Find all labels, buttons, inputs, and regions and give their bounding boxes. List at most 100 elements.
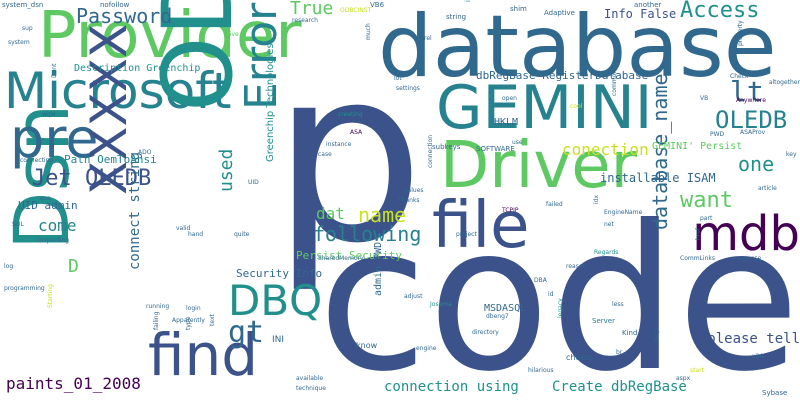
word-uid-admin: UID admin — [18, 199, 78, 212]
word-id: id — [548, 291, 554, 298]
word-know: know — [356, 341, 378, 350]
word-help: help — [653, 329, 660, 342]
word-hilarious: hilarious — [528, 367, 554, 374]
word-tcpip: TCPIP — [502, 207, 519, 214]
word-less: less — [612, 301, 624, 308]
word-login: login — [186, 305, 201, 312]
word-commlinks: CommLinks — [680, 255, 715, 262]
word-x2a: x2A — [752, 353, 764, 360]
word-type: type — [185, 316, 192, 330]
word-msdasql: MSDASQL — [484, 303, 527, 314]
word-lt: lt — [730, 75, 764, 108]
word-another: another — [634, 1, 662, 9]
word-string: string — [446, 13, 467, 21]
word-used: used — [216, 148, 237, 192]
word-values: values — [404, 187, 424, 194]
word-cheers: cheers — [566, 353, 593, 362]
word-find: find — [148, 321, 259, 389]
word-check: Check — [730, 73, 749, 80]
word-dbq: DBQ — [228, 276, 323, 325]
word-apparently: Apparently — [172, 317, 205, 324]
word-nofollow: nofollow — [100, 1, 130, 9]
word-dat: dat — [316, 204, 345, 223]
word-vb6: VB6 — [370, 1, 385, 9]
word-text: text — [209, 314, 216, 326]
word-come: come — [38, 216, 77, 235]
word-name: name — [358, 203, 407, 227]
word-d: D — [68, 256, 79, 277]
word-dbeng7: dbeng7 — [486, 313, 509, 320]
word-database: database — [378, 0, 777, 97]
word-odbcinst: ODBCINST — [340, 7, 372, 14]
word-mdb: mdb — [692, 206, 800, 262]
word-microsoft: Microsoft — [4, 62, 232, 120]
word-quite: quite — [234, 231, 250, 238]
word-hklm: HKLM — [494, 117, 519, 128]
word-reason: reason — [566, 263, 587, 270]
word-failing: failing — [153, 311, 160, 330]
word-paints-01-2008: paints_01_2008 — [6, 374, 141, 393]
word-asa: ASA — [350, 129, 363, 136]
word-inspecting: inspecting — [38, 237, 70, 244]
word-open: open — [502, 95, 517, 102]
word-please-tell: please tell — [707, 331, 800, 347]
word-article: article — [758, 185, 777, 192]
word-wqw: wqw — [42, 111, 56, 118]
word-admin-pwd: admin PWD — [373, 241, 384, 296]
word-pwd: PWD — [710, 131, 725, 138]
word-programming: programming — [4, 285, 45, 292]
word-thanks: Thanks — [398, 197, 420, 204]
word-connection-using: connection using — [384, 379, 519, 395]
word-greenchip-technologies: Greenchip Technologies — [265, 43, 276, 162]
word-software: SOFTWARE — [476, 145, 515, 153]
word-start: start — [690, 367, 704, 374]
word-dba: DBA — [534, 277, 547, 284]
word-asaprov: ASAProv — [740, 129, 766, 136]
word-shim: shim — [510, 5, 527, 13]
word-vb: VB — [700, 95, 709, 102]
word-creating: creating — [338, 111, 363, 118]
word-starting: Starting — [47, 284, 54, 308]
word-technique: technique — [296, 385, 326, 392]
word-ini: INI — [272, 335, 285, 345]
word-security-info: Security Info — [236, 267, 323, 280]
word-instance: instance — [326, 141, 352, 148]
word-dbregbase-registerdatabase: dbRegBase RegisterDatabase — [476, 69, 649, 82]
word-idx: idx — [593, 194, 600, 204]
word-engine: engine — [416, 345, 437, 352]
word-code: code — [317, 183, 800, 400]
word-oledb: OLEDB — [715, 106, 788, 134]
word-case: case — [318, 151, 332, 158]
word-exe: exe — [40, 195, 51, 202]
word-create-dbregbase: Create dbRegBase — [552, 379, 687, 395]
word-use: use — [512, 139, 523, 146]
word-error: Error — [236, 2, 287, 110]
word-href: href — [695, 228, 702, 240]
word-dont: Dont — [51, 63, 58, 78]
word-system: system — [8, 39, 30, 46]
word-property: property — [737, 20, 744, 46]
word-key: key — [786, 151, 797, 158]
word-rel: rel — [424, 35, 432, 42]
word-installable-isam: installable ISAM — [600, 171, 716, 185]
word-sharedmemory: SharedMemory — [318, 255, 364, 262]
word-connection: connection — [427, 134, 434, 168]
word-connect-string: connect string — [127, 151, 143, 270]
word-sql: SQL — [12, 221, 24, 228]
word-sybase: Sybase — [762, 389, 788, 397]
word-system-dsn: system_dsn — [2, 1, 44, 9]
word-following: following — [313, 222, 422, 246]
word-pre: pre — [10, 107, 99, 170]
word-subkeys: subkeys — [432, 143, 461, 151]
word-p: p — [272, 16, 425, 296]
word-hand: hand — [188, 231, 204, 238]
word-failed: failed — [546, 201, 563, 208]
word-jet-oledb: Jet OLEDB — [32, 166, 152, 191]
word-settings: settings — [396, 85, 420, 92]
word-cool: cool — [570, 103, 583, 110]
word-insensitive: insensitive — [464, 0, 472, 2]
word-part: part — [700, 215, 713, 222]
word-kind: Kind — [622, 329, 638, 337]
word-adaptive: Adaptive — [544, 9, 575, 17]
